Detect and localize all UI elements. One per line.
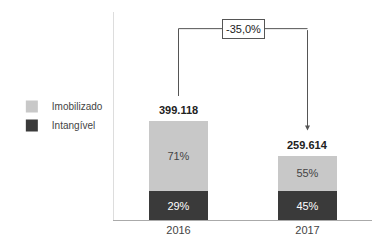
svg-text:-35,0%: -35,0% — [226, 23, 261, 35]
svg-text:55%: 55% — [296, 167, 318, 179]
svg-text:Intangível: Intangível — [52, 120, 95, 131]
svg-text:2016: 2016 — [166, 224, 190, 236]
svg-text:Imobilizado: Imobilizado — [52, 101, 103, 112]
svg-text:399.118: 399.118 — [159, 104, 198, 116]
svg-text:29%: 29% — [167, 200, 189, 212]
svg-text:259.614: 259.614 — [287, 139, 328, 151]
svg-text:2017: 2017 — [295, 224, 319, 236]
svg-text:45%: 45% — [296, 200, 318, 212]
svg-text:71%: 71% — [167, 150, 189, 162]
